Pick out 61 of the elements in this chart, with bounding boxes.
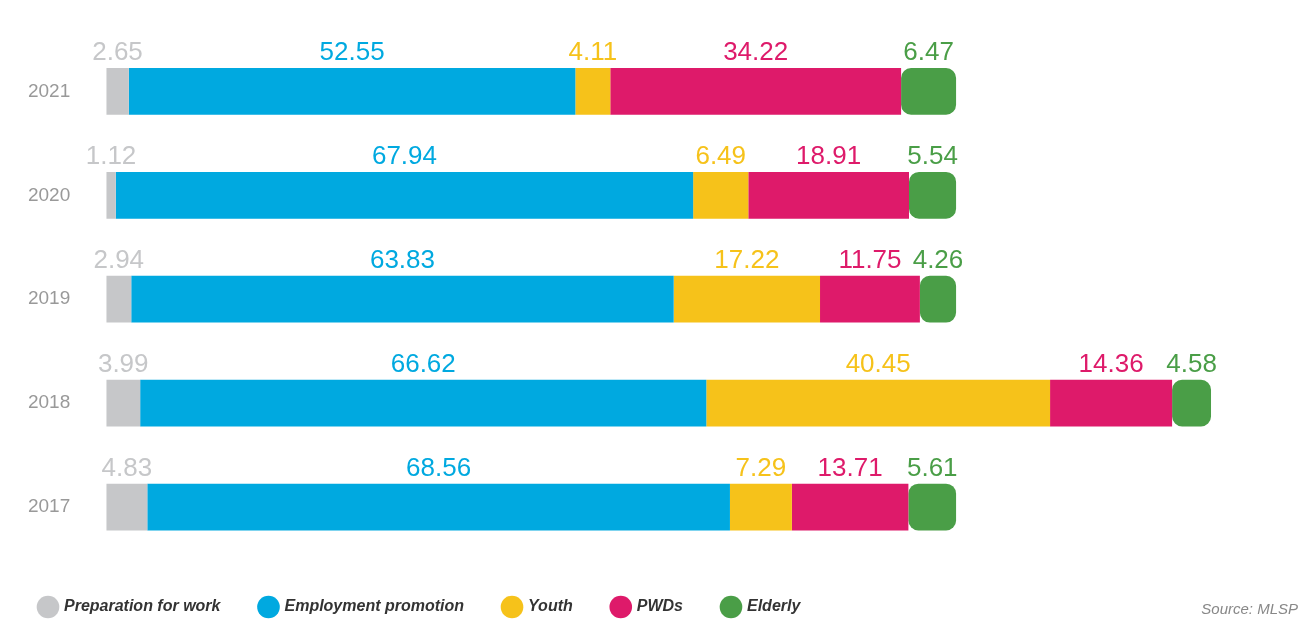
bar	[131, 275, 674, 323]
legend-label: Preparation for work	[64, 597, 222, 615]
bar	[791, 483, 909, 531]
data-label: 40.45	[845, 347, 911, 378]
y-tick-label: 2017	[27, 495, 71, 517]
bar	[908, 483, 957, 531]
data-label: 4.58	[1166, 347, 1217, 378]
bar	[706, 379, 1051, 427]
bar	[909, 171, 957, 219]
bar	[106, 67, 129, 115]
bar	[140, 379, 707, 427]
data-label: 3.99	[97, 347, 149, 378]
data-label: 11.75	[838, 243, 902, 274]
data-label: 17.22	[714, 243, 780, 274]
bar	[919, 275, 957, 323]
data-label: 4.83	[101, 451, 153, 482]
bar	[901, 67, 957, 115]
bar	[106, 275, 132, 323]
legend-label: Employment promotion	[284, 597, 465, 615]
bar	[115, 171, 694, 219]
legend-label: Elderly	[746, 597, 802, 615]
bar	[128, 67, 576, 115]
bar	[106, 171, 116, 219]
legend-label: PWDs	[636, 597, 684, 615]
data-label: 66.62	[390, 347, 456, 378]
legend-label: Youth	[528, 597, 573, 615]
bar	[729, 483, 792, 531]
bar	[106, 379, 141, 427]
data-label: 7.29	[735, 451, 787, 482]
data-label: 6.49	[695, 140, 747, 171]
data-label: 68.56	[406, 451, 472, 482]
bar	[1172, 379, 1212, 427]
data-label: 63.83	[369, 243, 436, 274]
data-label: 13.71	[817, 451, 883, 482]
bar	[693, 171, 749, 219]
data-label: 5.61	[906, 451, 958, 482]
data-label: 6.47	[903, 36, 954, 67]
bar	[673, 275, 821, 323]
bar	[610, 67, 902, 115]
data-label: 18.91	[796, 140, 862, 171]
bar	[820, 275, 920, 323]
data-label: 4.11	[568, 36, 618, 67]
data-label: 2.94	[93, 243, 145, 274]
data-label: 4.26	[912, 243, 964, 274]
data-label: 5.54	[907, 140, 958, 171]
data-label: 2.65	[92, 36, 143, 67]
y-tick-label: 2020	[27, 183, 71, 205]
data-label: 67.94	[371, 140, 437, 171]
bar	[147, 483, 730, 531]
data-label: 1.12	[85, 140, 137, 171]
data-label: 34.22	[723, 36, 789, 67]
y-tick-label: 2018	[27, 391, 71, 413]
y-tick-label: 2021	[27, 79, 71, 101]
bar	[1050, 379, 1173, 427]
source-note: Source: MLSP	[1201, 600, 1298, 617]
data-label: 14.36	[1078, 347, 1144, 378]
data-label: 52.55	[319, 36, 385, 67]
y-tick-label: 2019	[27, 287, 71, 309]
bar	[106, 483, 148, 531]
bar	[748, 171, 909, 219]
bar	[575, 67, 611, 115]
